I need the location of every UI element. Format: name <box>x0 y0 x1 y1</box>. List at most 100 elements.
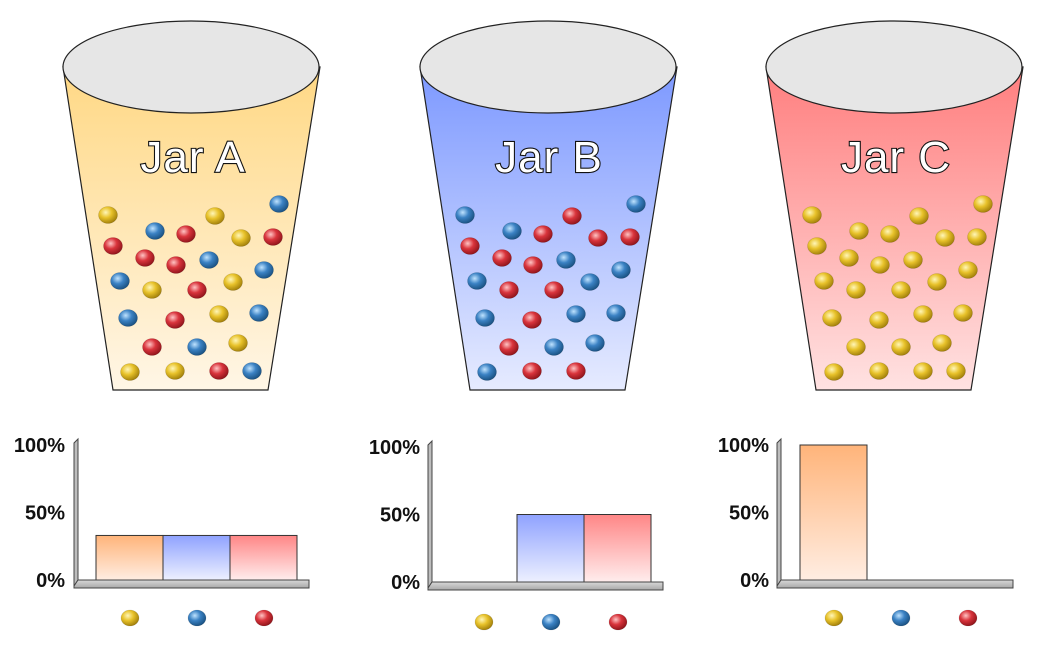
jar-a-label: Jar A <box>140 133 245 182</box>
yellow-marble <box>807 237 827 255</box>
yellow-marble <box>973 195 993 213</box>
y-tick-label: 100% <box>14 435 65 457</box>
yellow-marble <box>120 363 140 381</box>
blue-marble <box>467 272 487 290</box>
yellow-marble <box>846 338 866 356</box>
yellow-marble <box>223 273 243 291</box>
blue-marble <box>626 195 646 213</box>
red-marble <box>522 362 542 380</box>
y-tick-label: 50% <box>380 505 420 527</box>
bar-blue <box>516 514 585 583</box>
red-marble <box>499 338 519 356</box>
yellow-marble <box>869 362 889 380</box>
red-marble <box>562 207 582 225</box>
yellow-marble <box>802 206 822 224</box>
red-marble <box>523 256 543 274</box>
blue-marble <box>606 304 626 322</box>
yellow-marble <box>205 207 225 225</box>
red-marble <box>499 281 519 299</box>
yellow-marble <box>913 305 933 323</box>
yellow-marble <box>814 272 834 290</box>
yellow-marble <box>953 304 973 322</box>
legend-red-marble <box>958 609 978 627</box>
yellow-marble <box>209 305 229 323</box>
blue-marble <box>145 222 165 240</box>
y-tick-label: 0% <box>36 570 65 592</box>
yellow-marble <box>946 362 966 380</box>
yellow-marble <box>846 281 866 299</box>
red-marble <box>209 362 229 380</box>
yellow-marble <box>870 256 890 274</box>
y-tick-label: 100% <box>369 437 420 459</box>
jar-c: Jar C <box>765 20 1024 391</box>
bar-red <box>229 534 298 581</box>
y-axis <box>427 439 433 590</box>
legend-yellow-marble <box>120 609 140 627</box>
yellow-marble <box>228 334 248 352</box>
bar-yellow <box>95 534 164 581</box>
jar-b-label: Jar B <box>495 133 603 182</box>
jar-c-rim <box>765 20 1023 114</box>
red-marble <box>142 338 162 356</box>
legend-yellow-marble <box>824 609 844 627</box>
x-axis <box>73 579 310 589</box>
red-marble <box>492 249 512 267</box>
blue-marble <box>566 305 586 323</box>
yellow-marble <box>98 206 118 224</box>
yellow-marble <box>935 229 955 247</box>
yellow-marble <box>913 362 933 380</box>
blue-marble <box>580 273 600 291</box>
blue-marble <box>477 363 497 381</box>
yellow-marble <box>932 334 952 352</box>
yellow-marble <box>231 229 251 247</box>
yellow-marble <box>967 228 987 246</box>
blue-marble <box>254 261 274 279</box>
yellow-marble <box>880 225 900 243</box>
x-axis <box>427 581 664 591</box>
jar-c-label: Jar C <box>841 133 951 182</box>
legend-blue-marble <box>541 613 561 631</box>
blue-marble <box>585 334 605 352</box>
jar-a: Jar A <box>62 20 321 391</box>
red-marble <box>103 237 123 255</box>
legend-blue-marble <box>187 609 207 627</box>
yellow-marble <box>869 311 889 329</box>
red-marble <box>176 225 196 243</box>
blue-marble <box>187 338 207 356</box>
red-marble <box>522 311 542 329</box>
red-marble <box>135 249 155 267</box>
yellow-marble <box>849 222 869 240</box>
jar-b-marbles <box>455 195 646 381</box>
blue-marble <box>502 222 522 240</box>
y-tick-label: 50% <box>729 503 769 525</box>
yellow-marble <box>927 273 947 291</box>
blue-marble <box>544 338 564 356</box>
red-marble <box>166 256 186 274</box>
legend-red-marble <box>254 609 274 627</box>
red-marble <box>533 225 553 243</box>
y-axis <box>776 437 782 588</box>
blue-marble <box>611 261 631 279</box>
jar-a-marbles <box>98 195 289 381</box>
blue-marble <box>556 251 576 269</box>
yellow-marble <box>165 362 185 380</box>
red-marble <box>263 228 283 246</box>
y-tick-label: 100% <box>718 435 769 457</box>
legend-yellow-marble <box>474 613 494 631</box>
red-marble <box>460 237 480 255</box>
blue-marble <box>118 309 138 327</box>
red-marble <box>588 229 608 247</box>
red-marble <box>620 228 640 246</box>
y-axis <box>73 437 79 588</box>
yellow-marble <box>822 309 842 327</box>
blue-marble <box>199 251 219 269</box>
red-marble <box>566 362 586 380</box>
jar-c-marbles <box>802 195 993 381</box>
blue-marble <box>269 195 289 213</box>
x-axis <box>776 579 1014 589</box>
blue-marble <box>110 272 130 290</box>
yellow-marble <box>142 281 162 299</box>
yellow-marble <box>903 251 923 269</box>
yellow-marble <box>909 207 929 225</box>
